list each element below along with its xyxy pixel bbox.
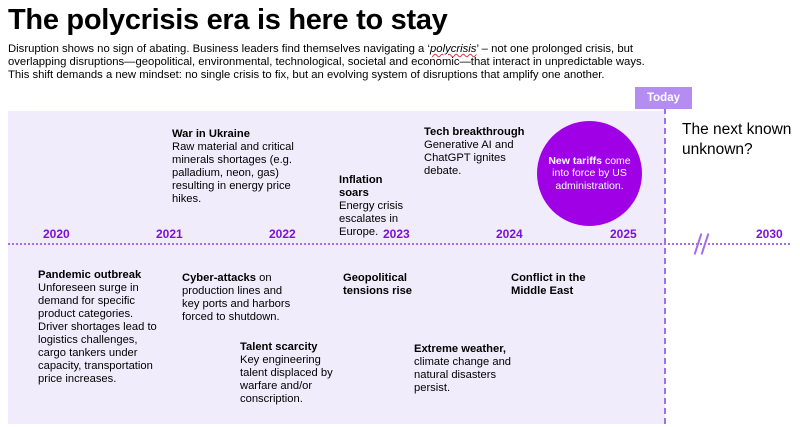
intro-line-2: overlapping disruptions—geopolitical, en… <box>8 55 645 68</box>
event-talent-scarcity: Talent scarcity Key engineering talent d… <box>240 341 340 406</box>
event-body: Unforeseen surge in demand for specific … <box>38 282 157 385</box>
intro-line-1-a: Disruption shows no sign of abating. Bus… <box>8 43 430 55</box>
event-tech-breakthrough: Tech breakthrough Generative AI and Chat… <box>424 126 534 178</box>
event-title: Extreme weather, <box>414 343 507 355</box>
year-label: 2021 <box>156 227 183 241</box>
year-label: 2023 <box>383 227 410 241</box>
intro-line-3: This shift demands a new mindset: no sin… <box>8 68 605 81</box>
event-title: Tech breakthrough <box>424 126 525 138</box>
year-label: 2024 <box>496 227 523 241</box>
highlight-title: New tariffs <box>548 154 603 167</box>
event-title: War in Ukraine <box>172 128 250 140</box>
year-label: 2030 <box>756 227 783 241</box>
event-title: Cyber-attacks <box>182 272 256 284</box>
event-title: Inflation soars <box>339 174 383 199</box>
highlight-body: come into force by US administration. <box>552 154 631 192</box>
intro-line-1-b: ’ – not one prolonged crisis, but <box>476 43 634 55</box>
event-war-in-ukraine: War in Ukraine Raw material and critical… <box>172 128 302 206</box>
event-body: Raw material and critical minerals short… <box>172 141 294 205</box>
event-conflict-middle-east: Conflict in the Middle East <box>511 272 601 298</box>
event-body: Energy crisis escalates in Europe. <box>339 200 404 238</box>
event-inflation-soars: Inflation soars Energy crisis escalates … <box>339 174 414 239</box>
event-title: Talent scarcity <box>240 341 318 353</box>
next-known-unknown: The next known unknown? <box>682 121 792 158</box>
event-geopolitical-tensions: Geopolitical tensions rise <box>343 272 418 298</box>
event-title: Geopolitical tensions rise <box>343 272 413 297</box>
timeline-axis <box>8 243 790 245</box>
intro-line-1: Disruption shows no sign of abating. Bus… <box>8 43 698 56</box>
event-title: Conflict in the Middle East <box>511 272 586 297</box>
year-label: 2025 <box>610 227 637 241</box>
today-marker-line <box>664 108 666 424</box>
event-pandemic-outbreak: Pandemic outbreak Unforeseen surge in de… <box>38 269 160 386</box>
event-body: Generative AI and ChatGPT ignites debate… <box>424 139 514 177</box>
event-body: climate change and natural disasters per… <box>414 356 512 394</box>
page-title: The polycrisis era is here to stay <box>8 4 448 36</box>
event-cyber-attacks: Cyber-attacks on production lines and ke… <box>182 272 297 324</box>
intro-text: Disruption shows no sign of abating. Bus… <box>8 43 698 82</box>
today-tab: Today <box>635 87 692 109</box>
year-label: 2022 <box>269 227 296 241</box>
event-body: Key engineering talent displaced by warf… <box>240 354 333 405</box>
event-title: Pandemic outbreak <box>38 269 142 281</box>
event-extreme-weather: Extreme weather, climate change and natu… <box>414 343 524 395</box>
new-tariffs-highlight: New tariffs come into force by US admini… <box>537 121 642 226</box>
polycrisis-term: polycrisis <box>430 43 477 55</box>
event-body: on production lines and key ports and ha… <box>182 272 291 323</box>
year-label: 2020 <box>43 227 70 241</box>
